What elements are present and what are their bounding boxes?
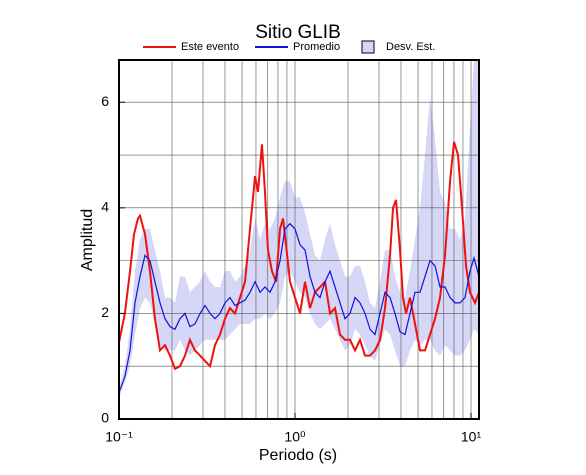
legend-label: Promedio [293, 41, 340, 53]
legend-label: Este evento [181, 41, 239, 53]
x-tick-label: 10¹ [461, 429, 482, 445]
plot-frame [118, 59, 480, 420]
y-tick-label: 6 [101, 93, 109, 109]
y-tick-label: 4 [101, 199, 109, 215]
y-tick-label: 0 [101, 410, 109, 426]
chart-title: Sitio GLIB [255, 22, 341, 43]
series-line [118, 141, 480, 371]
x-tick-label: 10⁰ [284, 429, 306, 445]
x-tick-label: 10⁻¹ [105, 429, 133, 445]
series-line [118, 222, 480, 393]
y-axis-label: Amplitud [79, 209, 96, 271]
legend-swatch [361, 40, 375, 54]
legend-label: Desv. Est. [386, 41, 435, 53]
x-axis-label: Periodo (s) [259, 447, 337, 464]
y-tick-label: 2 [101, 304, 109, 320]
